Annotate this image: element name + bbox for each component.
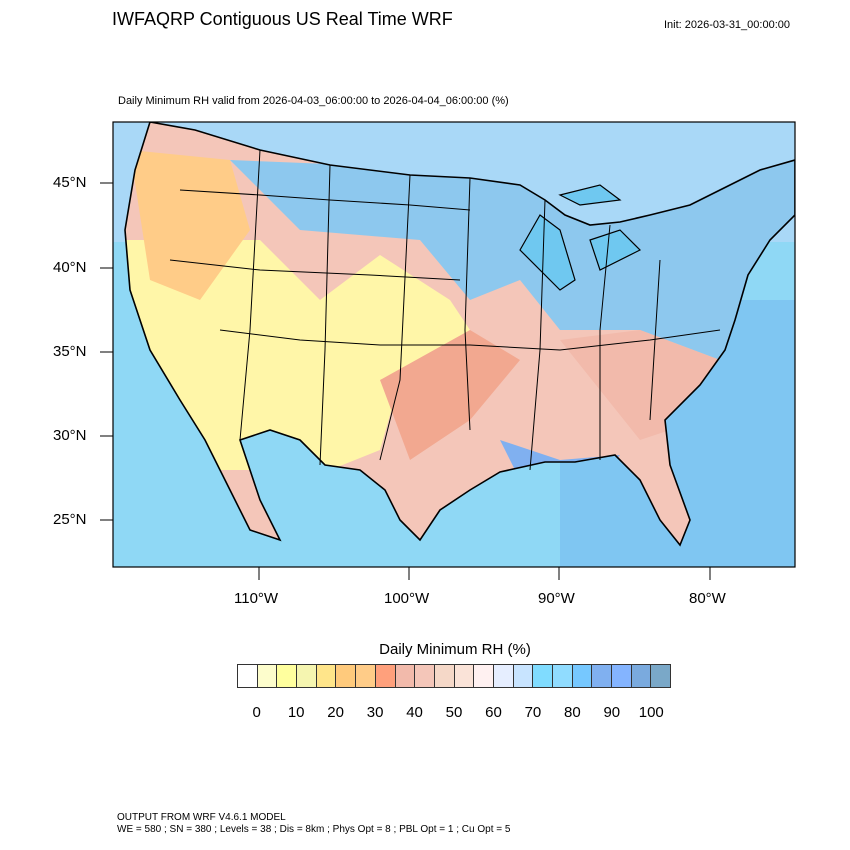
colorbar-box bbox=[493, 665, 514, 687]
colorbar-box bbox=[592, 665, 613, 687]
axis-ticks bbox=[100, 182, 711, 580]
plot-title: IWFAQRP Contiguous US Real Time WRF bbox=[112, 9, 453, 29]
colorbar-label: 80 bbox=[564, 704, 581, 721]
colorbar-label: 60 bbox=[485, 704, 502, 721]
colorbar-label: 30 bbox=[366, 704, 384, 721]
colorbar-title: Daily Minimum RH (%) bbox=[379, 641, 531, 658]
colorbar-box bbox=[651, 665, 671, 687]
colorbar-box bbox=[434, 665, 455, 687]
lat-label-25n: 25°N bbox=[53, 511, 87, 528]
colorbar-box bbox=[474, 665, 494, 687]
init-time: Init: 2026-03-31_00:00:00 bbox=[664, 19, 790, 31]
lat-label-35n: 35°N bbox=[53, 343, 87, 360]
great-lakes bbox=[519, 184, 642, 291]
colorbar-label: 40 bbox=[406, 704, 423, 721]
colorbar-box bbox=[513, 665, 534, 687]
colorbar-box bbox=[631, 665, 652, 687]
colorbar-box bbox=[533, 665, 553, 687]
colorbar bbox=[237, 664, 671, 688]
colorbar-label: 20 bbox=[327, 704, 344, 721]
colorbar-box bbox=[316, 665, 337, 687]
colorbar-box bbox=[238, 665, 258, 687]
map-frame bbox=[112, 121, 796, 568]
colorbar-box bbox=[336, 665, 357, 687]
dry-northwest bbox=[130, 150, 250, 300]
lon-label-100w: 100°W bbox=[384, 590, 430, 607]
dry-southwest bbox=[125, 240, 470, 470]
colorbar-label: 0 bbox=[252, 704, 261, 721]
dry-texas bbox=[380, 330, 520, 460]
colorbar-label: 10 bbox=[287, 704, 305, 721]
lat-label-40n: 40°N bbox=[53, 259, 87, 276]
footer-model: OUTPUT FROM WRF V4.6.1 MODEL bbox=[117, 812, 286, 823]
footer-config: WE = 580 ; SN = 380 ; Levels = 38 ; Dis … bbox=[117, 824, 511, 835]
colorbar-box bbox=[553, 665, 573, 687]
colorbar-box bbox=[395, 665, 416, 687]
colorbar-box bbox=[375, 665, 396, 687]
lon-label-80w: 80°W bbox=[689, 590, 726, 607]
colorbar-box bbox=[277, 665, 298, 687]
colorbar-label: 50 bbox=[445, 704, 463, 721]
colorbar-box bbox=[356, 665, 376, 687]
colorbar-box bbox=[454, 665, 475, 687]
colorbar-box bbox=[415, 665, 435, 687]
lat-label-30n: 30°N bbox=[53, 427, 87, 444]
colorbar-box bbox=[612, 665, 632, 687]
plot-subtitle: Daily Minimum RH valid from 2026-04-03_0… bbox=[118, 95, 509, 107]
state-borders bbox=[169, 149, 721, 471]
lon-label-110w: 110°W bbox=[234, 590, 279, 607]
colorbar-box bbox=[297, 665, 317, 687]
colorbar-label: 90 bbox=[603, 704, 621, 721]
colorbar-box bbox=[257, 665, 278, 687]
colorbar-box bbox=[572, 665, 593, 687]
lon-label-90w: 90°W bbox=[538, 590, 575, 607]
colorbar-label: 100 bbox=[638, 704, 664, 721]
lat-label-45n: 45°N bbox=[53, 174, 87, 191]
colorbar-label: 70 bbox=[524, 704, 542, 721]
